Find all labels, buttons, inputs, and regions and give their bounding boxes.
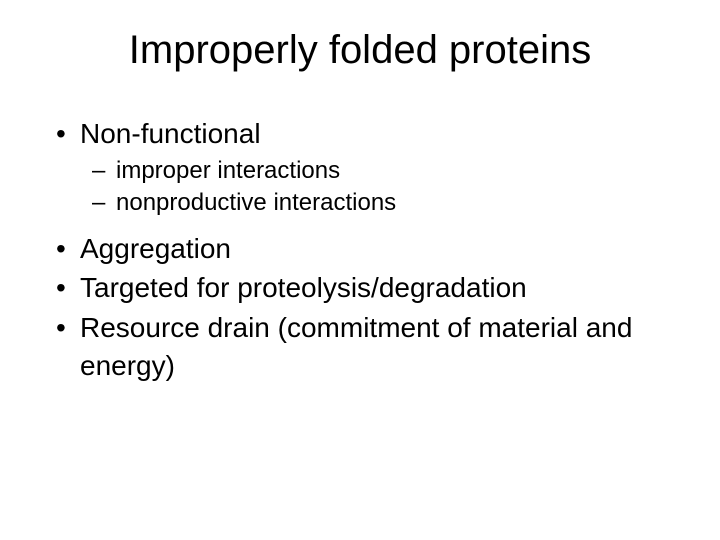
sub-item: nonproductive interactions	[50, 187, 670, 219]
bullet-item: Resource drain (commitment of material a…	[50, 309, 670, 385]
bullet-item: Non-functional	[50, 115, 670, 153]
sub-item: improper interactions	[50, 155, 670, 187]
bullet-text: Resource drain (commitment of material a…	[80, 312, 632, 381]
bullet-item: Targeted for proteolysis/degradation	[50, 269, 670, 307]
bullet-list: Non-functional improper interactions non…	[50, 115, 670, 385]
slide-title: Improperly folded proteins	[50, 28, 670, 73]
sub-list: improper interactions nonproductive inte…	[50, 155, 670, 220]
bullet-item: Aggregation	[50, 230, 670, 268]
bullet-text: Aggregation	[80, 233, 231, 264]
bullet-text: Non-functional	[80, 118, 261, 149]
sub-text: nonproductive interactions	[116, 189, 396, 216]
bullet-text: Targeted for proteolysis/degradation	[80, 272, 527, 303]
sub-text: improper interactions	[116, 157, 340, 184]
